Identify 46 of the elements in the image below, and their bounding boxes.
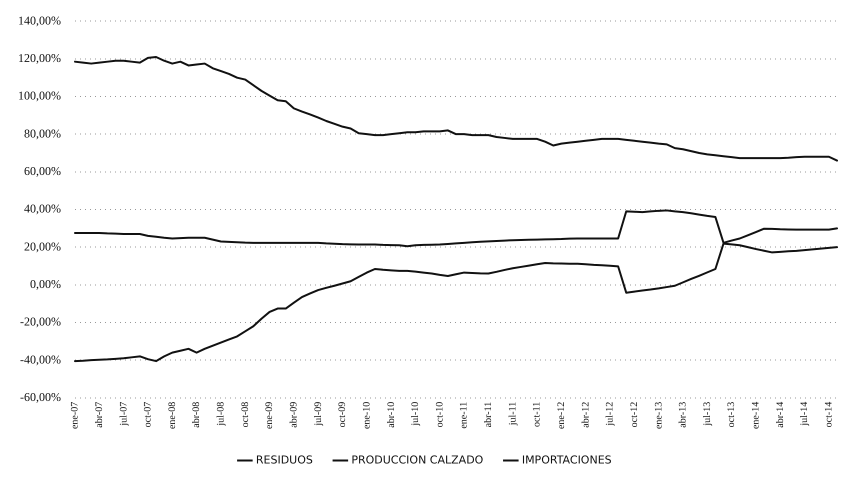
y-tick-label: 140,00% xyxy=(18,13,61,28)
x-tick-label: oct-13 xyxy=(726,402,738,428)
x-tick-label: jul-11 xyxy=(507,402,518,426)
legend-label: IMPORTACIONES xyxy=(522,453,612,466)
x-tick-label: jul-08 xyxy=(216,402,227,427)
x-tick-label: abr-10 xyxy=(386,402,397,428)
x-tick-label: abr-14 xyxy=(774,402,786,428)
x-tick-label: abr-12 xyxy=(580,402,592,428)
x-tick-label: abr-11 xyxy=(483,402,494,428)
x-tick-label: oct-09 xyxy=(337,402,348,428)
x-tick-label: ene-10 xyxy=(361,402,372,430)
x-tick-label: jul-09 xyxy=(312,402,324,427)
legend-label: RESIDUOS xyxy=(256,453,313,466)
x-tick-label: oct-14 xyxy=(824,402,835,428)
y-tick-label: 100,00% xyxy=(18,88,61,103)
y-tick-label: -40,00% xyxy=(20,352,61,366)
x-tick-label: ene-13 xyxy=(653,402,664,430)
y-tick-label: -20,00% xyxy=(20,314,61,329)
y-tick-label: 60,00% xyxy=(24,164,61,178)
x-tick-label: jul-10 xyxy=(410,402,422,427)
x-tick-label: jul-07 xyxy=(118,402,130,427)
x-tick-label: oct-07 xyxy=(142,402,154,428)
y-tick-label: 80,00% xyxy=(24,126,61,140)
x-tick-label: oct-12 xyxy=(628,402,640,428)
x-tick-label: abr-07 xyxy=(94,402,105,428)
x-tick-label: ene-07 xyxy=(70,402,81,430)
x-tick-label: jul-12 xyxy=(604,402,616,427)
x-tick-label: ene-08 xyxy=(166,402,178,430)
y-tick-label: 40,00% xyxy=(24,202,61,216)
y-tick-label: 0,00% xyxy=(30,276,61,291)
x-tick-label: ene-14 xyxy=(750,402,762,430)
x-tick-label: oct-10 xyxy=(434,402,446,428)
x-tick-label: jul-14 xyxy=(799,402,810,427)
x-tick-label: abr-09 xyxy=(288,402,300,428)
legend-label: PRODUCCION CALZADO xyxy=(351,453,484,466)
x-tick-label: oct-08 xyxy=(240,402,251,428)
x-tick-label: ene-11 xyxy=(458,402,470,429)
x-tick-label: abr-08 xyxy=(191,402,202,428)
x-tick-label: ene-09 xyxy=(264,402,276,430)
y-tick-label: 20,00% xyxy=(24,239,61,254)
y-tick-label: -60,00% xyxy=(20,390,61,404)
x-tick-label: jul-13 xyxy=(702,402,713,427)
x-tick-label: oct-11 xyxy=(532,402,543,427)
x-tick-label: ene-12 xyxy=(556,402,568,430)
x-tick-label: abr-13 xyxy=(678,402,689,428)
y-tick-label: 120,00% xyxy=(18,51,61,66)
